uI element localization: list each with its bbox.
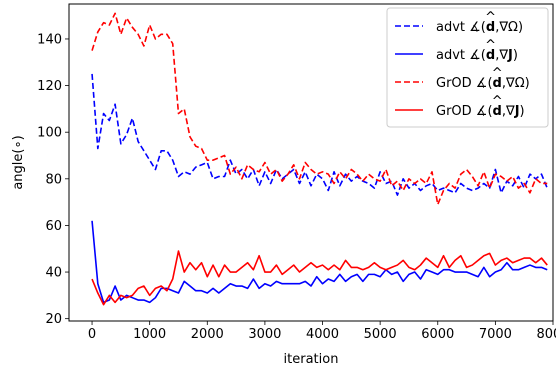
y-tick-label: 20 (45, 312, 62, 327)
y-tick-label: 40 (45, 266, 62, 281)
legend-label-3: GrOD ∡(d,∇Ω) (436, 76, 530, 91)
legend-hat-accent: ^ (492, 66, 503, 81)
legend-hat-accent: ^ (492, 94, 503, 109)
x-tick-label: 1000 (133, 327, 166, 342)
legend-label-2: advt ∡(d,∇J) (436, 48, 518, 63)
x-tick-label: 5000 (364, 327, 397, 342)
y-tick-label: 140 (37, 32, 62, 47)
legend-hat-accent: ^ (485, 10, 496, 25)
x-axis-label: iteration (284, 352, 339, 367)
y-tick-label: 80 (45, 172, 62, 187)
series-line-4 (91, 250, 548, 306)
y-axis: 20 40 60 80 100 120 140 (37, 32, 69, 327)
series-line-2 (91, 220, 548, 304)
x-tick-label: 7000 (479, 327, 512, 342)
legend-box (386, 7, 549, 128)
x-tick-label: 2000 (191, 327, 224, 342)
plot-frame (68, 3, 554, 322)
x-tick-label: 3000 (248, 327, 281, 342)
y-tick-label: 120 (37, 79, 62, 94)
y-axis-label: angle(∘) (11, 135, 26, 189)
legend-hat-accent: ^ (485, 38, 496, 53)
series-layer (91, 12, 548, 306)
y-tick-label: 100 (37, 126, 62, 141)
x-tick-label: 6000 (421, 327, 454, 342)
x-tick-label: 8000 (536, 327, 556, 342)
y-tick-label: 60 (45, 219, 62, 234)
legend-label-4: GrOD ∡(d,∇J) (436, 104, 525, 119)
series-line-1 (91, 73, 548, 196)
legend: advt ∡(d,∇Ω)^advt ∡(d,∇J)^GrOD ∡(d,∇Ω)^G… (386, 7, 549, 128)
x-axis: 0 1000 2000 3000 4000 5000 6000 7000 8000 (88, 321, 556, 342)
series-line-3 (91, 12, 548, 206)
x-tick-label: 4000 (306, 327, 339, 342)
legend-label-1: advt ∡(d,∇Ω) (436, 20, 523, 35)
x-tick-label: 0 (88, 327, 96, 342)
